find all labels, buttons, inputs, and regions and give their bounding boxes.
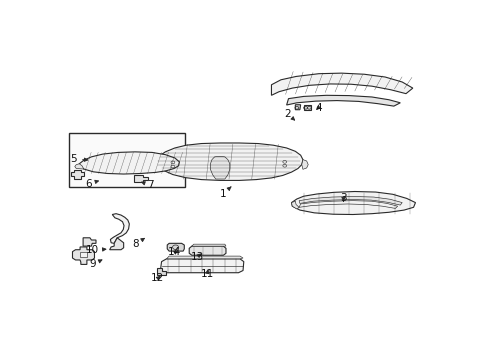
Polygon shape bbox=[299, 197, 401, 205]
Polygon shape bbox=[271, 73, 412, 95]
Text: 1: 1 bbox=[219, 187, 230, 199]
Text: 6: 6 bbox=[85, 179, 98, 189]
Text: 2: 2 bbox=[284, 109, 294, 120]
Polygon shape bbox=[210, 156, 229, 179]
Polygon shape bbox=[155, 143, 302, 180]
Polygon shape bbox=[299, 201, 397, 208]
Text: 4: 4 bbox=[315, 103, 322, 113]
Polygon shape bbox=[79, 152, 179, 174]
Text: 8: 8 bbox=[132, 238, 144, 249]
Polygon shape bbox=[303, 105, 311, 110]
Polygon shape bbox=[150, 160, 159, 169]
Polygon shape bbox=[134, 175, 147, 183]
Polygon shape bbox=[167, 243, 184, 251]
Text: 14: 14 bbox=[168, 247, 181, 257]
Text: 12: 12 bbox=[151, 273, 164, 283]
Polygon shape bbox=[291, 192, 415, 215]
Polygon shape bbox=[189, 246, 225, 255]
Polygon shape bbox=[160, 259, 244, 273]
Polygon shape bbox=[109, 238, 123, 250]
Polygon shape bbox=[291, 201, 299, 209]
Polygon shape bbox=[71, 170, 84, 179]
Polygon shape bbox=[301, 159, 307, 169]
Polygon shape bbox=[191, 244, 225, 246]
Text: 11: 11 bbox=[200, 269, 213, 279]
Polygon shape bbox=[286, 95, 400, 106]
Text: 10: 10 bbox=[86, 245, 105, 255]
Text: 13: 13 bbox=[190, 252, 204, 262]
Text: 5: 5 bbox=[70, 154, 87, 164]
Bar bbox=[69, 133, 184, 187]
Polygon shape bbox=[72, 247, 94, 264]
Polygon shape bbox=[80, 252, 87, 257]
Polygon shape bbox=[166, 256, 243, 259]
Text: 7: 7 bbox=[142, 180, 154, 190]
Text: 3: 3 bbox=[340, 193, 346, 203]
Polygon shape bbox=[110, 214, 129, 243]
Text: 9: 9 bbox=[89, 260, 102, 269]
Polygon shape bbox=[156, 268, 166, 275]
Polygon shape bbox=[75, 164, 84, 169]
Polygon shape bbox=[295, 105, 300, 110]
Polygon shape bbox=[83, 238, 96, 246]
